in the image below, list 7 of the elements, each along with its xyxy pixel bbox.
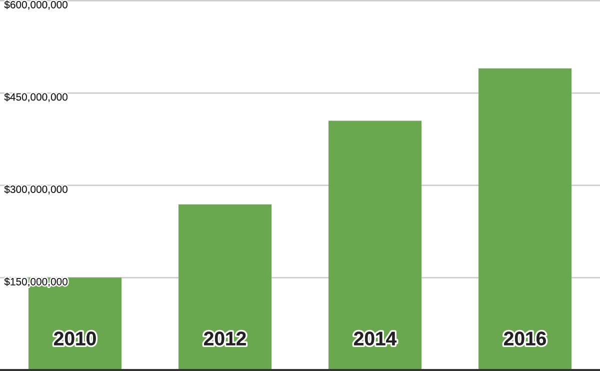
x-tick-label: 2010: [54, 332, 96, 346]
y-tick-label: $300,000,000: [4, 185, 68, 194]
x-tick-label: 2016: [504, 332, 546, 346]
y-tick-label: $450,000,000: [4, 92, 68, 102]
x-tick-label: 2012: [204, 332, 246, 346]
y-tick-label: $600,000,000: [4, 0, 68, 10]
x-tick-label: 2014: [354, 332, 397, 346]
